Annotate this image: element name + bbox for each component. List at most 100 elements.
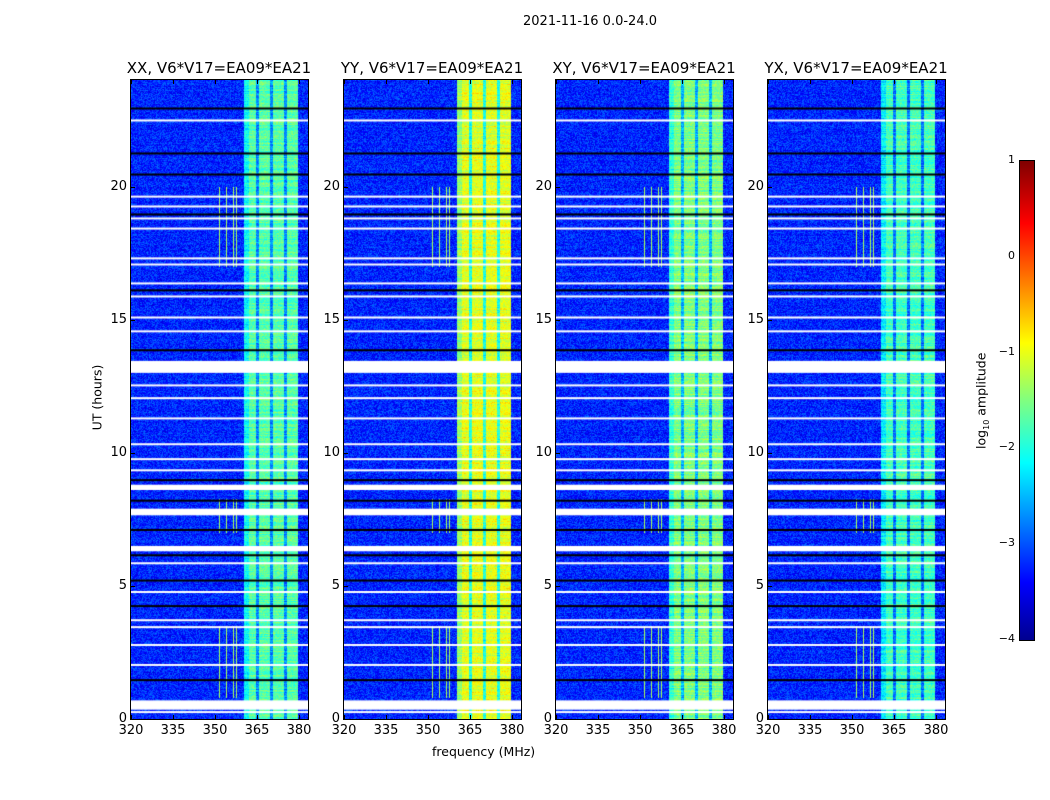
x-tick-mark [428,715,430,719]
x-tick-mark [556,715,557,719]
x-tick-label: 350 [415,723,441,738]
x-tick-mark [724,715,726,719]
y-tick-mark [768,585,772,587]
x-tick-label: 335 [373,723,399,738]
y-tick-mark [344,452,348,454]
y-tick-label: 0 [543,711,552,726]
panel-title: YY, V6*V17=EA09*EA21 [340,59,524,77]
x-tick-mark [257,715,259,719]
y-tick-mark [556,319,560,321]
y-tick-label: 20 [747,178,764,194]
spectrogram-image [768,80,945,719]
x-tick-label: 320 [755,723,781,738]
spectrogram-image [344,80,521,719]
colorbar-tick-label: 1 [1008,153,1015,166]
y-tick-label: 5 [118,577,127,593]
y-tick-label: 20 [323,178,340,194]
spectrogram-panel [343,79,522,720]
x-tick-mark [470,80,472,84]
x-tick-mark [640,715,642,719]
colorbar-tick-label: 0 [1008,248,1015,262]
x-tick-mark [598,715,599,719]
x-tick-label: 335 [585,723,611,738]
y-tick-mark [344,186,348,188]
y-tick-mark [344,719,348,720]
x-tick-mark [768,80,769,84]
x-tick-mark [173,715,174,719]
x-tick-label: 320 [331,723,357,738]
x-tick-mark [257,80,259,84]
x-tick-mark [386,80,387,84]
x-tick-label: 380 [286,723,312,738]
x-tick-mark [810,715,811,719]
y-tick-mark [131,585,135,587]
x-tick-mark [682,715,684,719]
panel-title: YX, V6*V17=EA09*EA21 [764,59,948,77]
y-axis-label: UT (hours) [89,364,105,431]
y-tick-mark [344,585,348,587]
y-tick-label: 10 [535,444,552,460]
x-tick-mark [173,80,174,84]
y-tick-label: 0 [331,711,340,726]
x-tick-mark [299,80,301,84]
y-tick-label: 10 [323,444,340,460]
x-tick-mark [131,80,132,84]
y-tick-mark [768,186,772,188]
y-tick-mark [556,452,560,454]
panel-title: XX, V6*V17=EA09*EA21 [126,59,312,77]
spectrogram-panel [767,79,946,720]
x-tick-mark [936,80,938,84]
y-tick-mark [556,585,560,587]
colorbar-label: log10 amplitude [973,352,991,449]
x-tick-mark [936,715,938,719]
x-tick-label: 380 [499,723,525,738]
y-tick-mark [556,719,560,720]
y-tick-mark [344,319,348,321]
y-tick-mark [556,186,560,188]
x-tick-mark [512,80,514,84]
y-tick-label: 15 [747,311,764,327]
x-tick-label: 380 [923,723,949,738]
x-tick-label: 350 [839,723,865,738]
x-axis-label: frequency (MHz) [432,744,536,759]
y-tick-mark [131,186,135,188]
x-tick-mark [810,80,811,84]
y-tick-mark [768,719,772,720]
y-tick-label: 15 [323,311,340,327]
y-tick-mark [131,452,135,454]
spectrogram-panel [555,79,734,720]
colorbar-tick-label: −2 [998,440,1015,454]
x-tick-label: 320 [543,723,569,738]
panel-title: XY, V6*V17=EA09*EA21 [552,59,736,77]
y-tick-label: 10 [110,444,127,460]
y-tick-label: 0 [755,711,764,726]
x-tick-mark [299,715,301,719]
x-tick-mark [386,715,387,719]
y-tick-label: 5 [331,577,340,593]
x-tick-mark [344,715,345,719]
spectrogram-image [131,80,308,719]
x-tick-mark [768,715,769,719]
figure-title: 2021-11-16 0.0-24.0 [523,14,657,29]
y-tick-mark [768,452,772,454]
y-tick-label: 15 [110,311,127,327]
x-tick-label: 365 [881,723,907,738]
x-tick-mark [852,80,854,84]
spectrogram-panel [130,79,309,720]
colorbar-tick-label: −3 [998,536,1015,550]
x-tick-mark [470,715,472,719]
y-tick-label: 10 [747,444,764,460]
x-tick-mark [598,80,599,84]
x-tick-label: 380 [711,723,737,738]
x-tick-mark [640,80,642,84]
x-tick-mark [512,715,514,719]
spectrogram-image [556,80,733,719]
x-tick-mark [215,80,217,84]
y-tick-label: 0 [118,711,127,726]
colorbar-tick-label: −1 [998,344,1015,358]
x-tick-label: 365 [457,723,483,738]
x-tick-label: 365 [244,723,270,738]
colorbar [1019,160,1035,641]
y-tick-label: 5 [543,577,552,593]
x-tick-mark [131,715,132,719]
